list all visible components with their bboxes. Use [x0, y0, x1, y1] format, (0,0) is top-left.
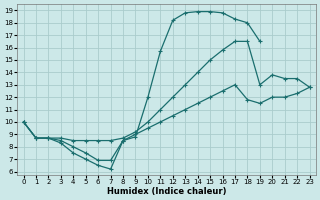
X-axis label: Humidex (Indice chaleur): Humidex (Indice chaleur): [107, 187, 226, 196]
